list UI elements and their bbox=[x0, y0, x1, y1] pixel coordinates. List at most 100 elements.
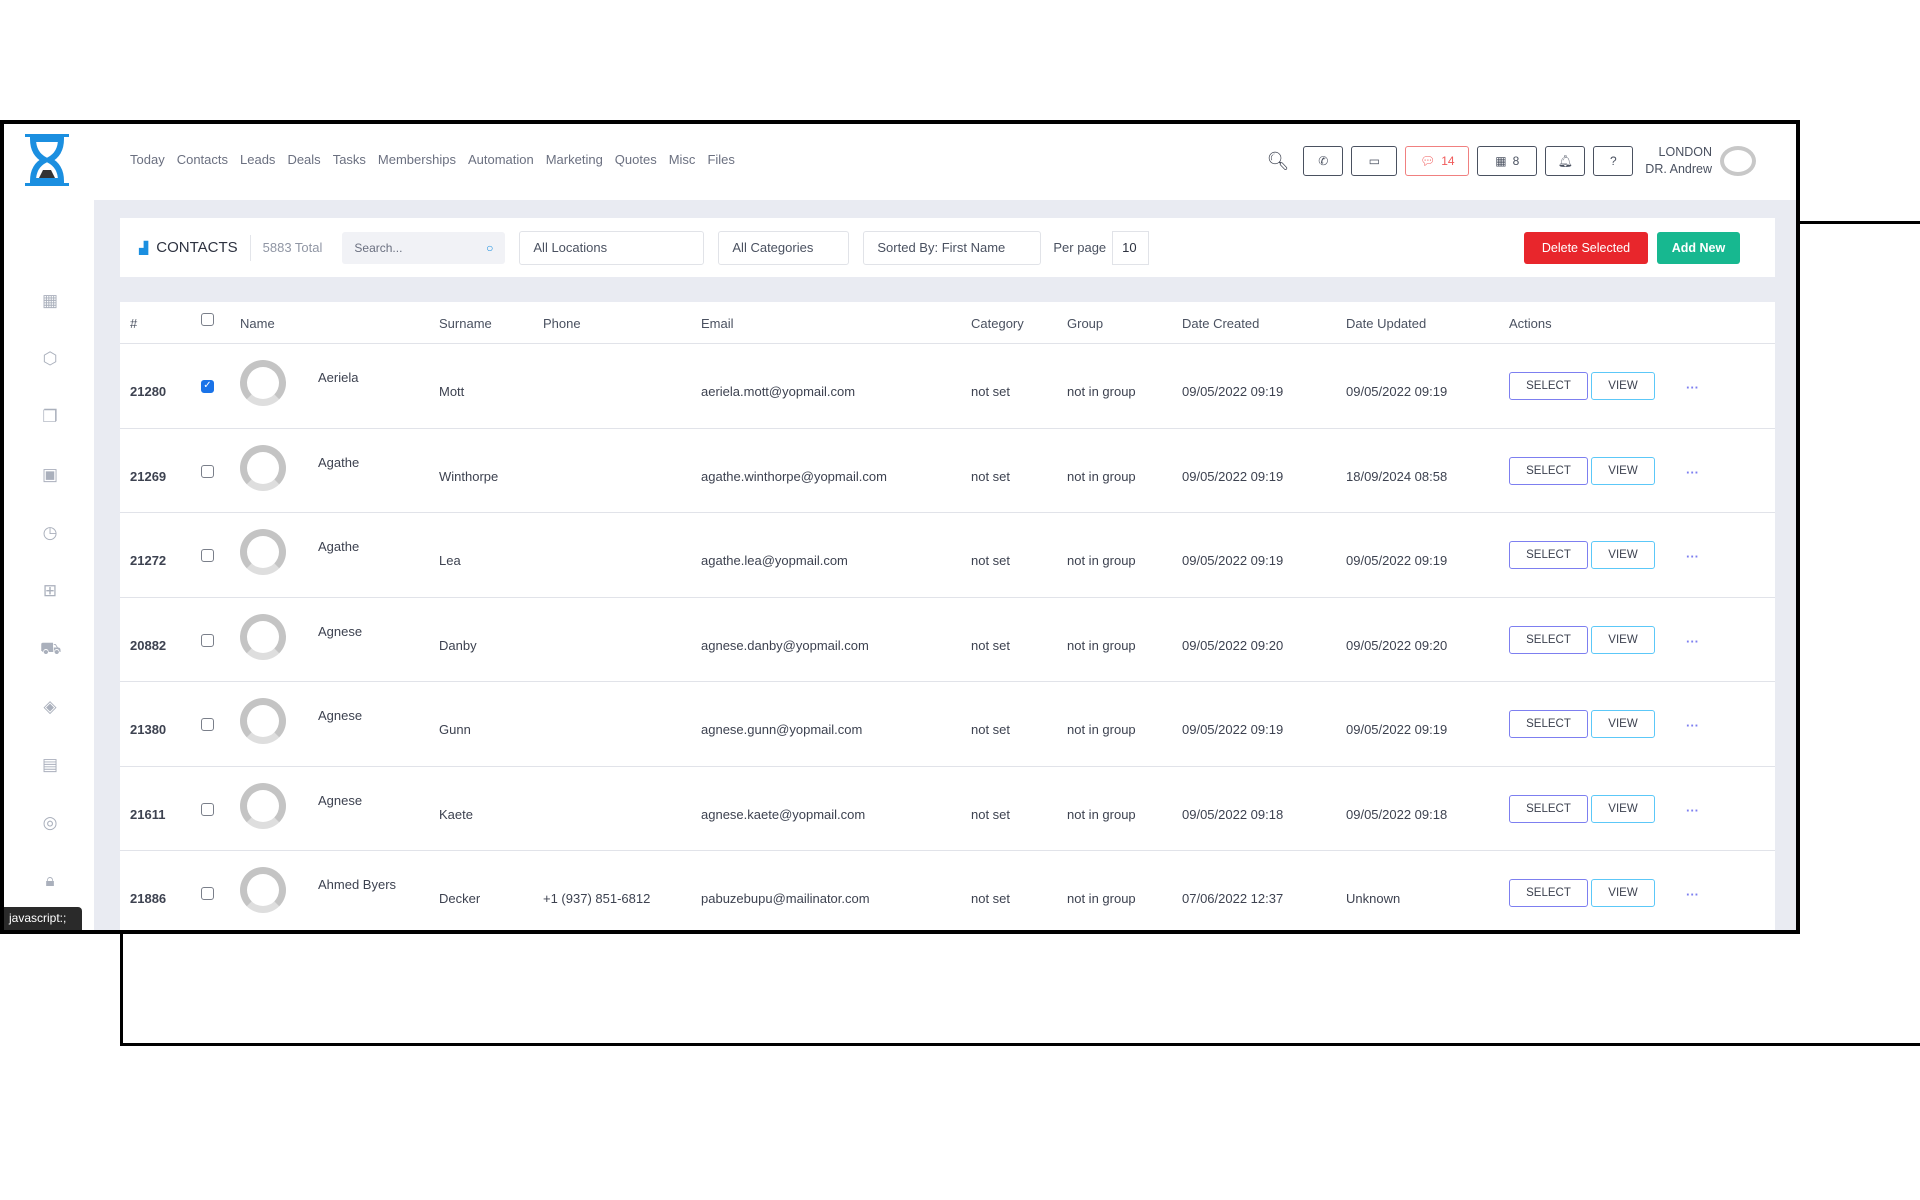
nav-leads[interactable]: Leads bbox=[240, 152, 276, 167]
sort-select[interactable]: Sorted By: First Name bbox=[863, 230, 1042, 265]
col-name[interactable]: Name bbox=[240, 316, 275, 331]
view-button[interactable]: VIEW bbox=[1591, 456, 1655, 485]
view-button[interactable]: VIEW bbox=[1591, 710, 1655, 738]
nav-deals[interactable]: Deals bbox=[287, 152, 321, 167]
user-circle-icon[interactable]: ◎ bbox=[42, 813, 58, 832]
more-options-icon[interactable]: ··· bbox=[1686, 718, 1699, 733]
categories-select[interactable]: All Categories bbox=[718, 230, 850, 265]
table-row: 21269 Agathe Winthorpe agathe.winthorpe@yop… bbox=[120, 429, 1775, 513]
cell-email[interactable]: agathe.winthorpe@yopmail.com bbox=[701, 468, 887, 484]
user-menu[interactable]: LONDON DR. Andrew bbox=[1645, 145, 1712, 176]
cell-created: 09/05/2022 09:19 bbox=[1182, 722, 1284, 737]
cell-id: 20882 bbox=[130, 637, 167, 653]
col-date-updated[interactable]: Date Updated bbox=[1346, 316, 1427, 331]
select-all-checkbox[interactable] bbox=[201, 313, 214, 326]
row-checkbox[interactable] bbox=[201, 549, 214, 562]
lock-icon[interactable]: 🔒︎ bbox=[45, 871, 55, 890]
more-options-icon[interactable]: ··· bbox=[1686, 633, 1699, 649]
help-button[interactable]: ? bbox=[1593, 146, 1634, 176]
cell-surname: Decker bbox=[439, 891, 481, 906]
row-checkbox[interactable] bbox=[201, 633, 214, 647]
phone-button[interactable]: ✆ bbox=[1303, 146, 1344, 176]
col-surname[interactable]: Surname bbox=[439, 316, 492, 331]
cell-email[interactable]: aeriela.mott@yopmail.com bbox=[701, 384, 856, 399]
cart-icon[interactable]: ⛟ bbox=[40, 639, 62, 658]
nav-files[interactable]: Files bbox=[707, 152, 735, 167]
col-category[interactable]: Category bbox=[971, 316, 1024, 331]
cell-name: Agathe bbox=[318, 539, 360, 554]
col-date-created[interactable]: Date Created bbox=[1182, 316, 1260, 331]
search-input[interactable]: Search... ○ bbox=[342, 231, 506, 264]
view-button[interactable]: VIEW bbox=[1591, 372, 1655, 400]
more-options-icon[interactable]: ··· bbox=[1686, 549, 1699, 564]
nav-misc[interactable]: Misc bbox=[668, 152, 696, 167]
select-button[interactable]: SELECT bbox=[1509, 541, 1588, 569]
select-button[interactable]: SELECT bbox=[1509, 879, 1588, 907]
copy-icon[interactable]: ❐ bbox=[42, 407, 58, 426]
select-button[interactable]: SELECT bbox=[1509, 456, 1588, 485]
nav-marketing[interactable]: Marketing bbox=[545, 152, 603, 167]
more-options-icon[interactable]: ··· bbox=[1686, 802, 1699, 818]
nav-quotes[interactable]: Quotes bbox=[614, 152, 657, 167]
cell-surname: Mott bbox=[439, 384, 465, 399]
cell-email[interactable]: agnese.gunn@yopmail.com bbox=[701, 722, 863, 737]
row-checkbox[interactable] bbox=[201, 887, 214, 900]
select-button[interactable]: SELECT bbox=[1509, 372, 1588, 400]
main-nav: Today Contacts Leads Deals Tasks Memberships A… bbox=[130, 152, 735, 167]
col-email[interactable]: Email bbox=[701, 316, 734, 331]
search-icon[interactable]: 🔍︎ bbox=[1266, 150, 1290, 171]
box-icon[interactable]: ⬡ bbox=[42, 349, 58, 368]
nav-tasks[interactable]: Tasks bbox=[332, 152, 366, 167]
user-avatar[interactable] bbox=[1720, 146, 1756, 176]
row-checkbox[interactable] bbox=[201, 718, 214, 731]
cell-email[interactable]: pabuzebupu@mailinator.com bbox=[701, 891, 870, 906]
cell-category: not set bbox=[971, 384, 1011, 399]
cell-email[interactable]: agnese.danby@yopmail.com bbox=[701, 637, 869, 653]
history-icon[interactable]: ◷ bbox=[42, 523, 58, 542]
nav-automation[interactable]: Automation bbox=[467, 152, 534, 167]
package-icon[interactable]: ▣ bbox=[41, 465, 59, 484]
page-title: CONTACTS bbox=[156, 239, 238, 256]
select-button[interactable]: SELECT bbox=[1509, 710, 1588, 738]
inbox-button[interactable]: ▭ bbox=[1351, 146, 1398, 176]
nav-contacts[interactable]: Contacts bbox=[176, 152, 229, 167]
cell-updated: 09/05/2022 09:18 bbox=[1346, 806, 1448, 822]
view-button[interactable]: VIEW bbox=[1591, 879, 1655, 907]
nav-today[interactable]: Today bbox=[130, 152, 165, 167]
calendar-icon[interactable]: ▦ bbox=[41, 291, 59, 310]
view-button[interactable]: VIEW bbox=[1591, 541, 1655, 569]
chat-button[interactable]: 💬︎ 14 bbox=[1405, 146, 1470, 176]
report-icon[interactable]: ▤ bbox=[41, 755, 59, 774]
select-button[interactable]: SELECT bbox=[1509, 794, 1588, 823]
select-button[interactable]: SELECT bbox=[1509, 625, 1588, 654]
cell-updated: 09/05/2022 09:19 bbox=[1346, 722, 1448, 737]
cell-email[interactable]: agathe.lea@yopmail.com bbox=[701, 553, 848, 568]
locations-select[interactable]: All Locations bbox=[519, 230, 705, 265]
view-button[interactable]: VIEW bbox=[1591, 794, 1655, 823]
row-checkbox[interactable]: ✓ bbox=[201, 380, 214, 393]
tag-icon[interactable]: ◈ bbox=[43, 697, 57, 716]
cell-email[interactable]: agnese.kaete@yopmail.com bbox=[701, 806, 866, 822]
view-button[interactable]: VIEW bbox=[1591, 625, 1655, 654]
bell-icon: 🔔︎ bbox=[1557, 154, 1573, 168]
delete-selected-button[interactable]: Delete Selected bbox=[1524, 232, 1648, 264]
cell-category: not set bbox=[971, 891, 1011, 906]
col-phone[interactable]: Phone bbox=[543, 316, 581, 331]
cell-created: 09/05/2022 09:19 bbox=[1182, 384, 1284, 399]
row-checkbox[interactable] bbox=[201, 464, 214, 478]
more-options-icon[interactable]: ··· bbox=[1686, 887, 1699, 902]
cell-created: 09/05/2022 09:19 bbox=[1182, 468, 1284, 484]
more-options-icon[interactable]: ··· bbox=[1686, 464, 1699, 480]
notifications-button[interactable]: 🔔︎ bbox=[1545, 146, 1586, 176]
row-checkbox[interactable] bbox=[201, 802, 214, 816]
more-options-icon[interactable]: ··· bbox=[1686, 380, 1699, 395]
cell-surname: Kaete bbox=[439, 806, 473, 822]
per-page-input[interactable]: 10 bbox=[1112, 230, 1150, 265]
contact-avatar bbox=[240, 360, 286, 406]
add-new-button[interactable]: Add New bbox=[1657, 232, 1740, 264]
store-button[interactable]: ▦ 8 bbox=[1477, 146, 1538, 176]
col-group[interactable]: Group bbox=[1067, 316, 1104, 331]
cell-category: not set bbox=[971, 553, 1011, 568]
nav-memberships[interactable]: Memberships bbox=[377, 152, 456, 167]
gift-icon[interactable]: ⊞ bbox=[42, 581, 58, 600]
